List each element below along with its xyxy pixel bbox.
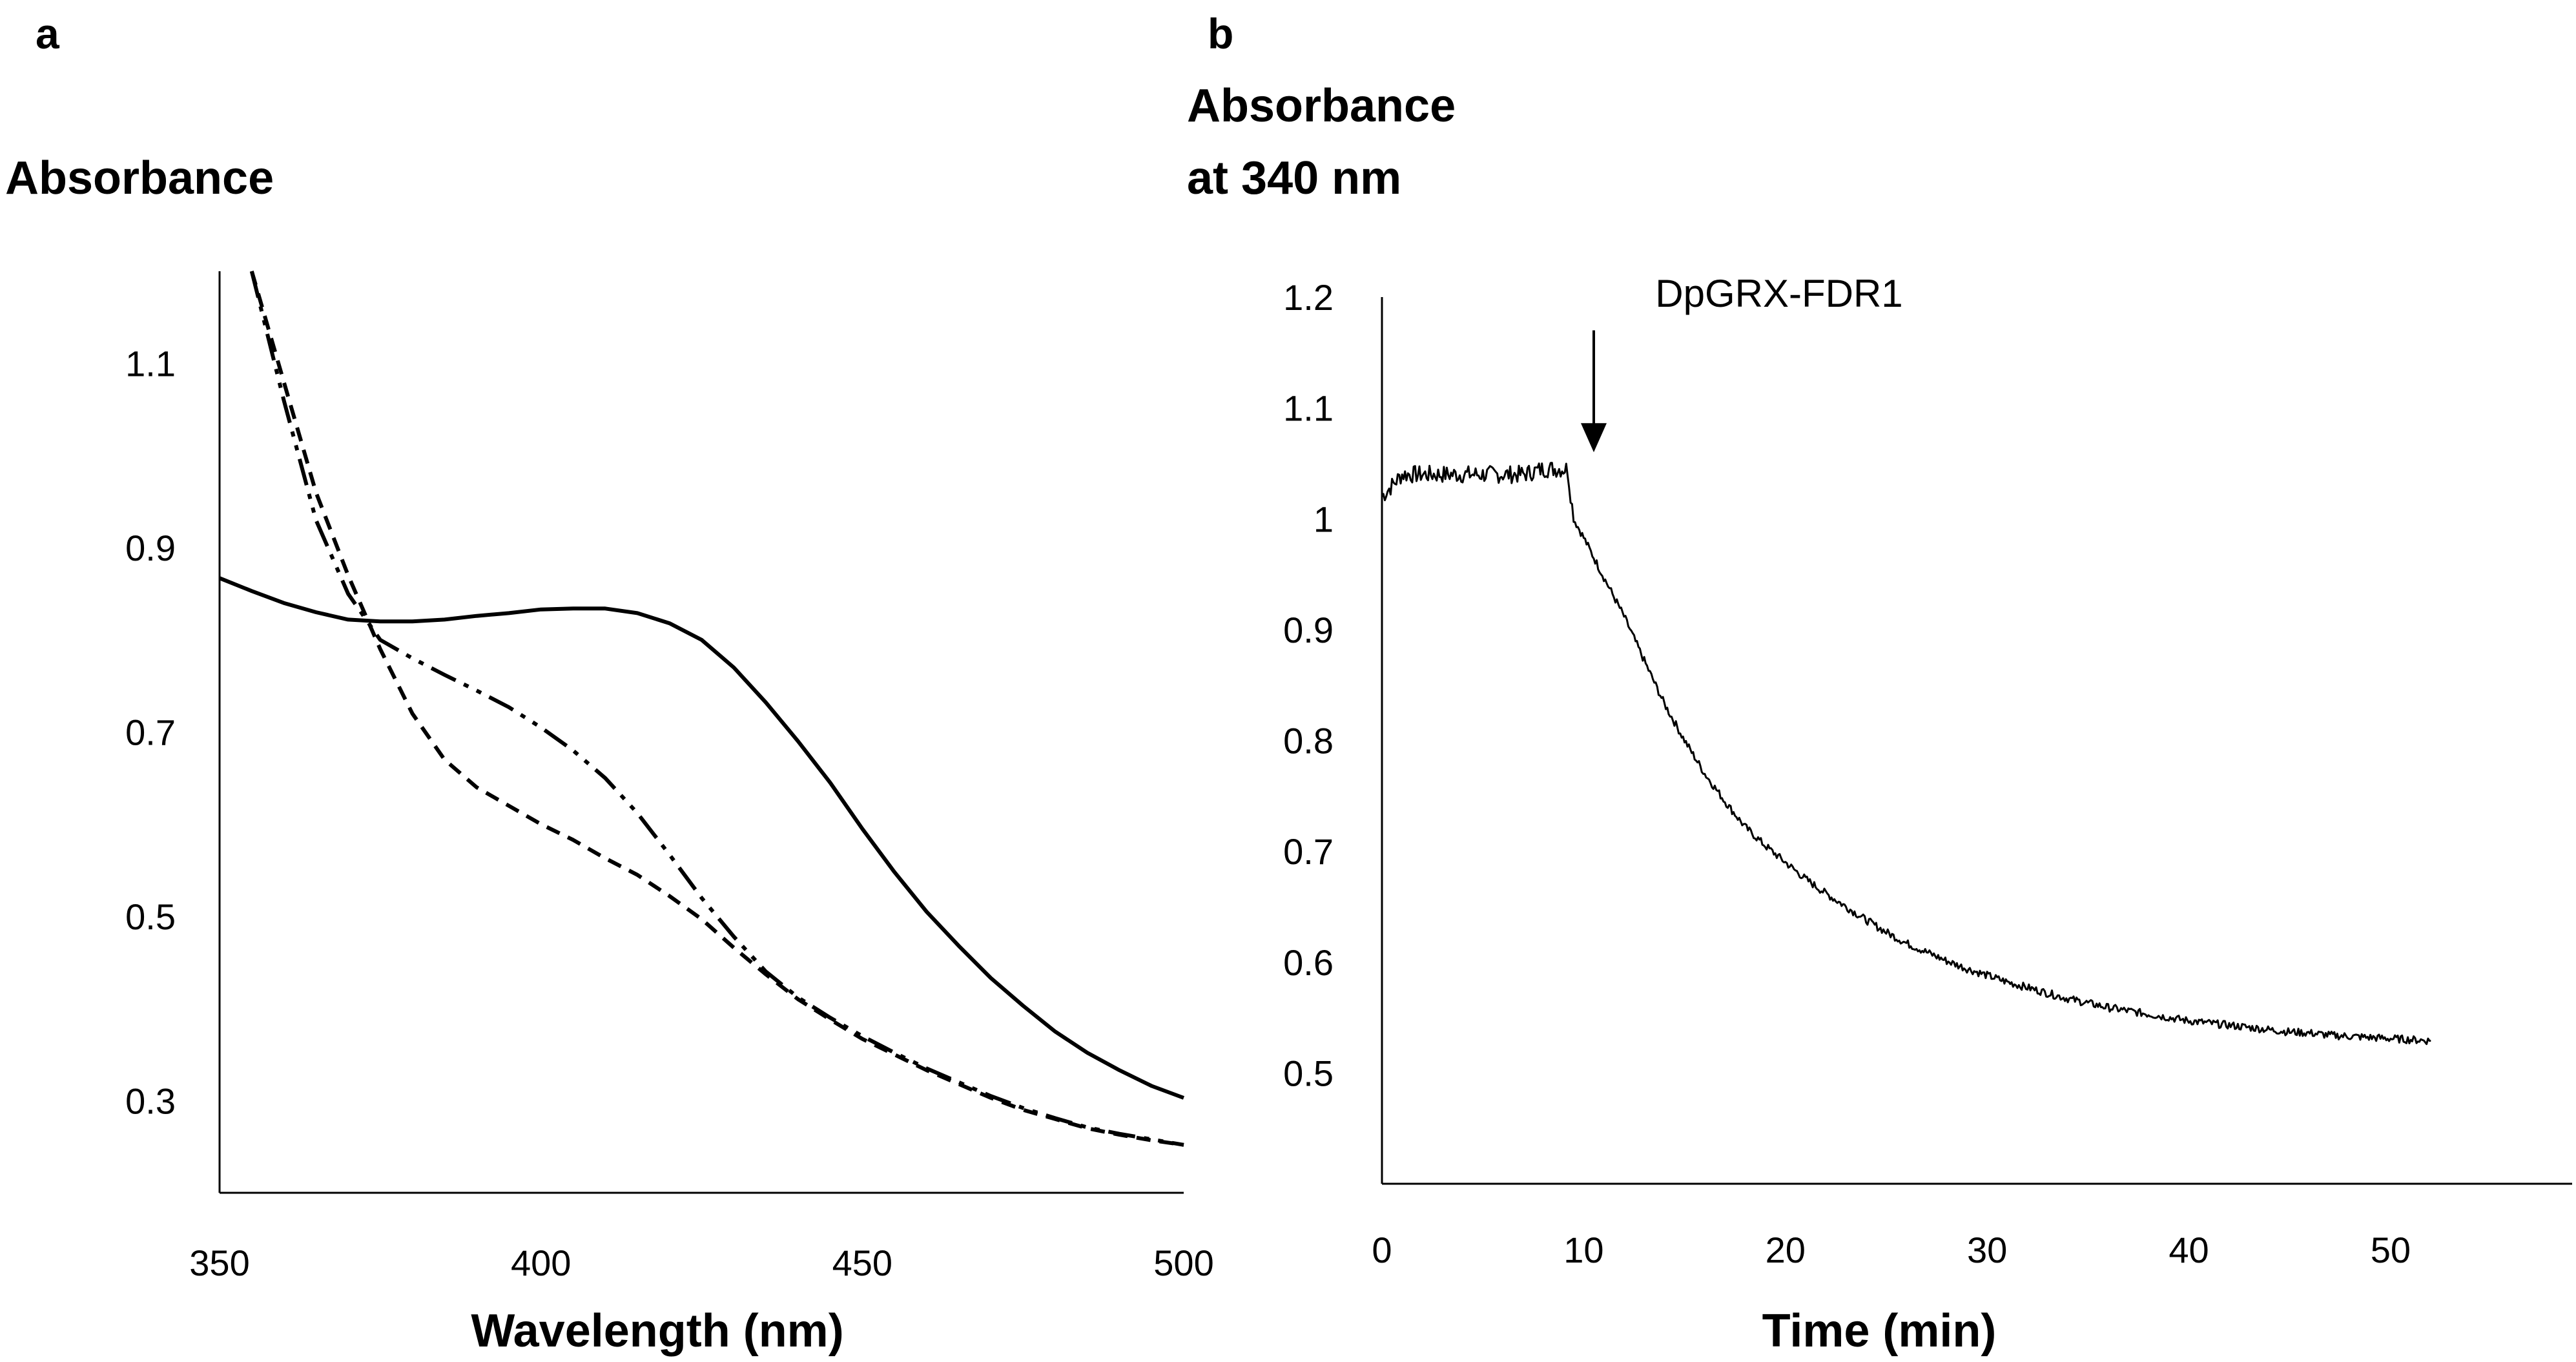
panel-a-y-tick-label: 0.5 <box>125 896 176 937</box>
panel-a-y-tick-label: 1.1 <box>125 344 176 384</box>
panel-a-x-tick-label: 450 <box>832 1243 892 1283</box>
panel-a-ylabel: Absorbance <box>5 152 274 204</box>
panel-b-x-tick-label: 10 <box>1563 1230 1603 1270</box>
panel-b-x-tick-label: 0 <box>1372 1230 1392 1270</box>
panel-b-annotation-arrow-head <box>1580 423 1607 453</box>
panel-b-x-tick-label: 30 <box>1967 1230 2007 1270</box>
panel-a-chart: Absorbance Wavelength (nm) 350 400 450 500 0… <box>5 152 1214 1357</box>
panel-b-y-tick-label: 0.9 <box>1283 610 1334 650</box>
panel-b-series-line-1 <box>1381 462 2431 1046</box>
panel-b-x-tick-label: 40 <box>2169 1230 2209 1270</box>
panel-a-x-tick-label: 400 <box>511 1243 571 1283</box>
panel-b-x-tick-label: 20 <box>1766 1230 1806 1270</box>
panel-b-y-tick-label: 0.8 <box>1283 721 1334 761</box>
panel-b-chart: Absorbance at 340 nm Time (min) 0 10 20 30 4… <box>1187 80 2572 1357</box>
panel-b-y-tick-label: 0.5 <box>1283 1053 1334 1093</box>
panel-b-ylabel-line2: at 340 nm <box>1187 152 1401 204</box>
panel-a-y-tick-label: 0.7 <box>125 712 176 753</box>
panel-b-y-tick-label: 0.6 <box>1283 942 1334 983</box>
panel-a-series-line-1 <box>218 576 1185 1100</box>
panel-b-ylabel-line1: Absorbance <box>1187 80 1456 132</box>
panel-a-x-tick-label: 500 <box>1153 1243 1213 1283</box>
panel-a-x-tick-label: 350 <box>189 1243 249 1283</box>
panel-b-annotation-label: DpGRX-FDR1 <box>1655 272 1902 315</box>
panel-b-letter: b <box>1208 10 1233 57</box>
panel-b-y-tick-label: 0.7 <box>1283 831 1334 872</box>
panel-a-y-tick-label: 0.3 <box>125 1080 176 1121</box>
panel-a-series-line-2 <box>249 271 1184 1147</box>
panel-a-letter: a <box>36 10 60 57</box>
panel-b-y-tick-label: 1.1 <box>1283 388 1334 429</box>
panel-b-xlabel: Time (min) <box>1762 1305 1997 1357</box>
panel-b-x-tick-label: 50 <box>2371 1230 2411 1270</box>
panel-a-y-tick-label: 0.9 <box>125 528 176 568</box>
panel-b-y-tick-label: 1.2 <box>1283 277 1334 318</box>
panel-a-xlabel: Wavelength (nm) <box>471 1305 843 1357</box>
panel-b-y-tick-label: 1 <box>1314 499 1334 539</box>
panel-a-series-line-3 <box>249 271 1184 1147</box>
